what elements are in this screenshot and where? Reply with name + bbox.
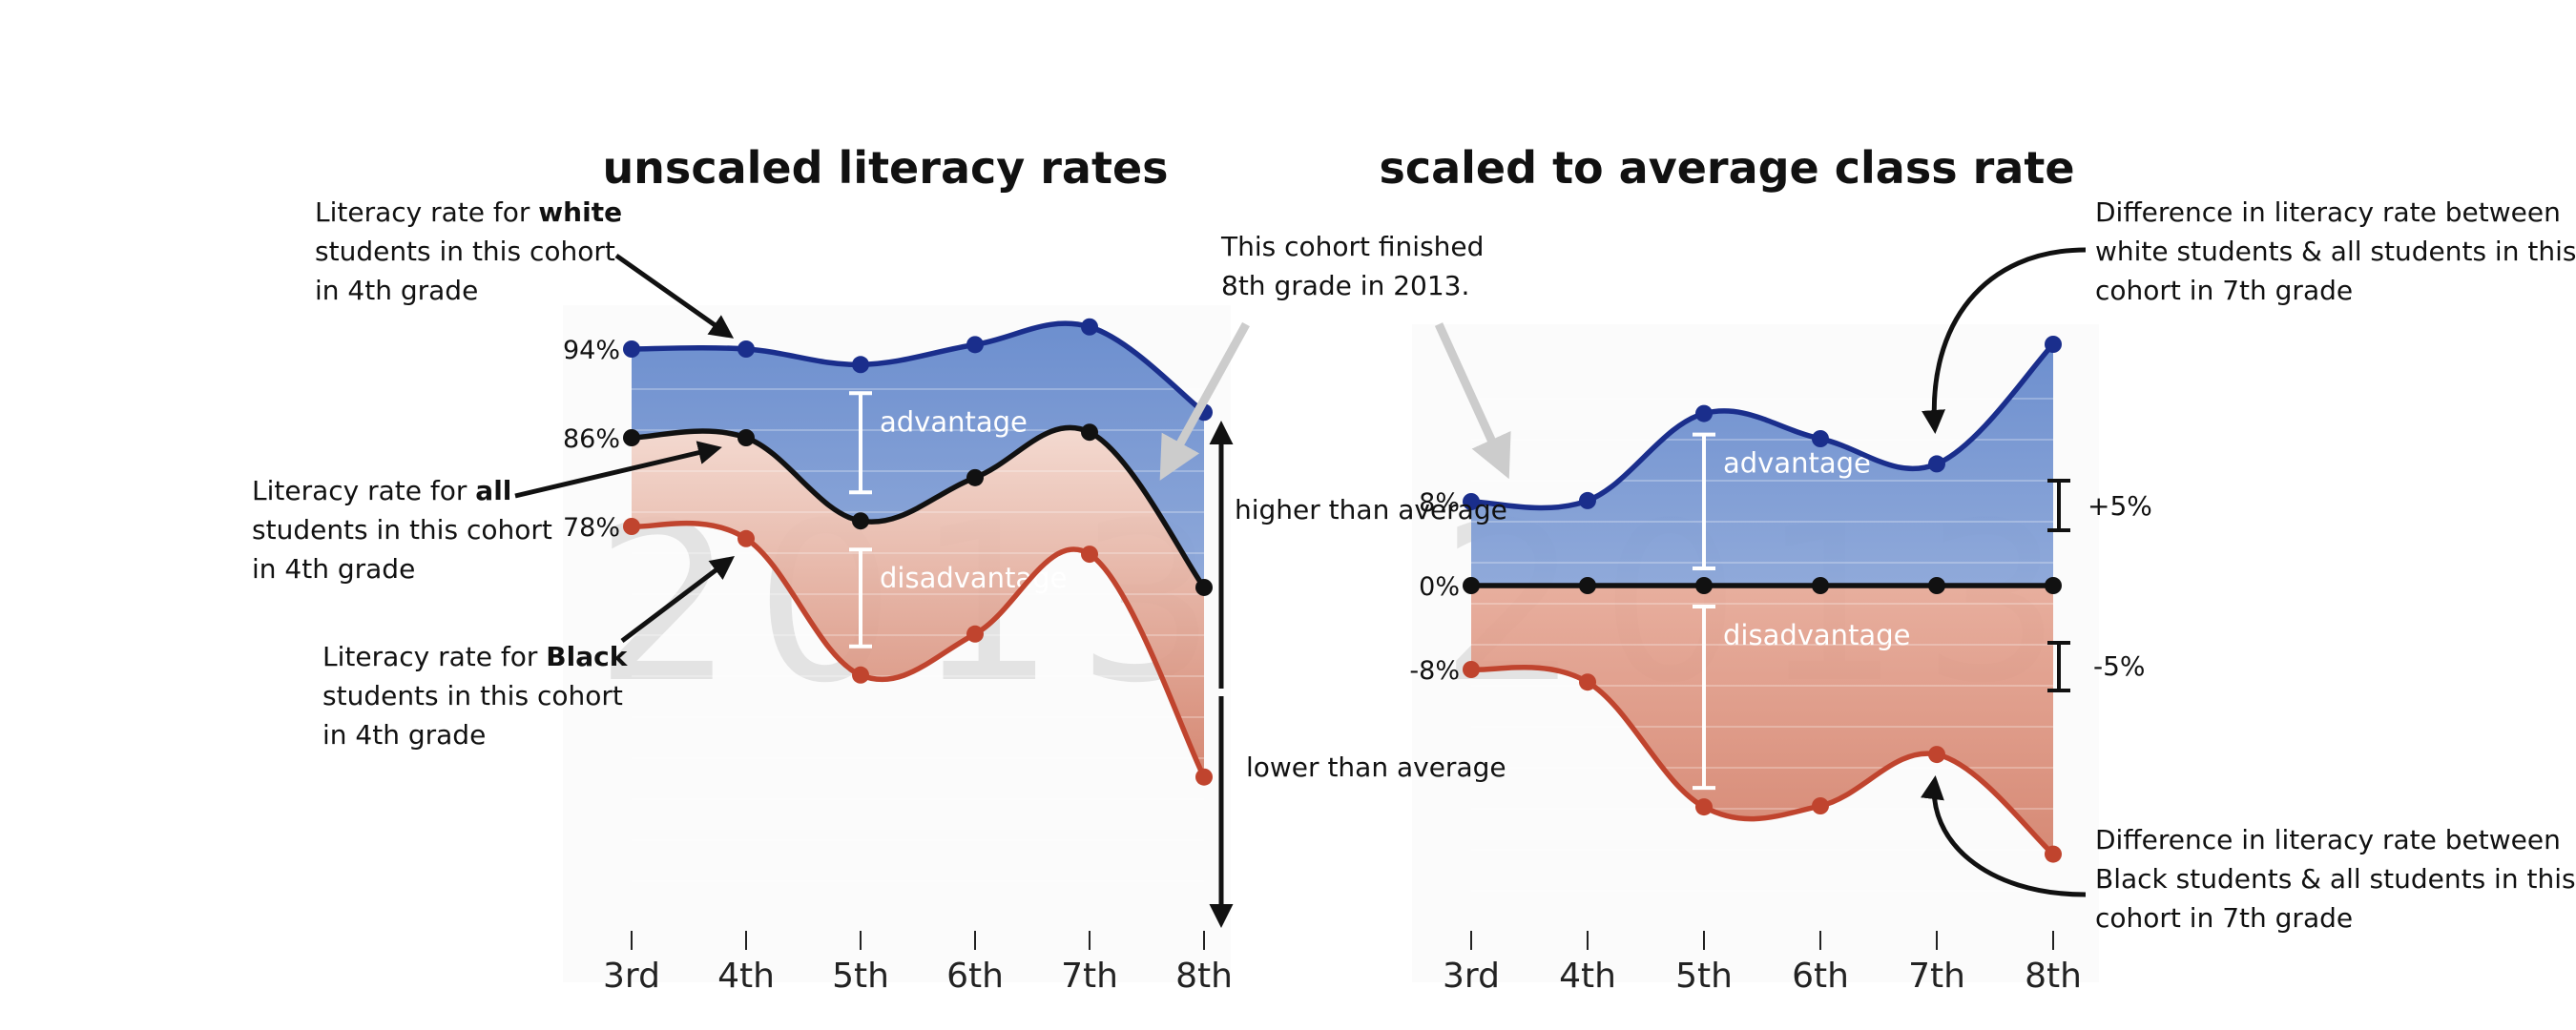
left-all-series-point: [1195, 578, 1213, 596]
right-x-tick-label: 4th: [1559, 957, 1616, 996]
plus-scale-bracket: [2047, 479, 2070, 532]
arrow-black-annotation: [620, 555, 735, 643]
right-white-series-point: [2045, 336, 2062, 353]
right-x-tick-label: 3rd: [1443, 957, 1500, 996]
right-y-tick-label: 8%: [1419, 488, 1460, 518]
annotation-white-difference: Difference in literacy rate between whit…: [2095, 196, 2576, 306]
left-black-series-point: [852, 666, 869, 684]
right-white-series-line: [1470, 342, 2055, 511]
right-black-series-point: [1463, 661, 1480, 678]
left-x-tick-label: 3rd: [603, 957, 660, 996]
left-x-tick-label: 5th: [832, 957, 889, 996]
left-white-series-point: [623, 340, 640, 358]
right-disadvantage-area: [1471, 586, 2053, 855]
left-x-tick-label: 8th: [1175, 957, 1233, 996]
right-all-series-point: [1928, 577, 1945, 594]
right-x-tick-label: 5th: [1675, 957, 1733, 996]
left-advantage-range-bar: [849, 391, 872, 495]
right-black-series-point: [1812, 797, 1829, 814]
right-chart-title: scaled to average class rate: [1379, 142, 2074, 194]
minus-scale-label: -5%: [2093, 650, 2146, 682]
annotation-white: Literacy rate for white students in this…: [315, 196, 631, 306]
left-black-series-point: [1195, 768, 1213, 786]
right-all-series-point: [1579, 577, 1596, 594]
right-all-series-point: [2045, 577, 2062, 594]
arrow-black-difference: [1921, 775, 2087, 897]
left-all-series-point: [1081, 423, 1098, 442]
left-black-series-point: [623, 518, 640, 535]
right-y-tick-label: -8%: [1409, 656, 1460, 686]
plus-scale-label: +5%: [2088, 490, 2152, 522]
right-white-series-point: [1463, 493, 1480, 510]
left-white-series-point: [966, 336, 984, 354]
annotation-cohort: This cohort finished 8th grade in 2013.: [1220, 231, 1492, 301]
right-all-series-point: [1695, 577, 1713, 594]
right-y-tick-label: 0%: [1419, 572, 1460, 602]
lower-than-average-label: lower than average: [1246, 752, 1506, 783]
right-black-series-point: [2045, 845, 2062, 863]
right-disadvantage-range-bar: [1693, 605, 1715, 791]
left-all-series-point: [966, 468, 984, 486]
left-black-series-point: [737, 529, 755, 547]
minus-scale-bracket: [2047, 641, 2070, 692]
left-all-series-point: [623, 429, 640, 446]
arrow-cohort-right: [1434, 322, 1511, 480]
left-white-series-point: [1081, 318, 1098, 336]
left-advantage-area: [632, 323, 1204, 587]
right-all-series-point: [1812, 577, 1829, 594]
right-x-tick-label: 7th: [1908, 957, 1965, 996]
left-x-tick-label: 4th: [717, 957, 775, 996]
right-white-series-point: [1928, 455, 1945, 473]
left-chart-title: unscaled literacy rates: [602, 142, 1168, 194]
left-black-series-point: [966, 625, 984, 643]
right-black-series-point: [1579, 673, 1596, 691]
left-white-series-point: [852, 356, 869, 374]
left-white-series-point: [737, 340, 755, 358]
arrow-cohort-left: [1159, 321, 1250, 481]
annotation-all: Literacy rate for all students in this c…: [252, 475, 561, 585]
left-advantage-label: advantage: [880, 405, 1028, 438]
arrow-white-annotation: [614, 253, 735, 339]
left-y-tick-label: 78%: [563, 513, 620, 543]
right-black-series-point: [1695, 798, 1713, 816]
annotation-black: Literacy rate for Black students in this…: [322, 641, 635, 751]
left-black-series-point: [1081, 546, 1098, 564]
right-disadvantage-label: disadvantage: [1723, 619, 1910, 651]
left-y-tick-label: 86%: [563, 424, 620, 454]
right-x-tick-label: 8th: [2025, 957, 2082, 996]
right-chart: 20133rd4th5th6th7th8th8%0%-8%advantagedi…: [1409, 336, 2082, 996]
left-x-tick-label: 7th: [1061, 957, 1118, 996]
right-x-tick-label: 6th: [1792, 957, 1849, 996]
arrow-all-annotation: [514, 441, 722, 499]
left-chart: 20133rd4th5th6th7th8th94%86%78%advantage…: [563, 318, 1233, 996]
left-all-series-point: [852, 512, 869, 530]
right-black-series-point: [1928, 746, 1945, 764]
right-white-series-point: [1579, 491, 1596, 509]
left-disadvantage-label: disadvantage: [880, 562, 1067, 594]
left-x-tick-label: 6th: [946, 957, 1004, 996]
right-advantage-area: [1471, 344, 2053, 586]
right-white-series-point: [1812, 430, 1829, 447]
left-all-series-point: [737, 429, 755, 446]
left-disadvantage-range-bar: [849, 547, 872, 649]
higher-than-average-label: higher than average: [1235, 494, 1507, 525]
right-white-series-point: [1695, 404, 1713, 422]
arrow-white-difference: [1922, 247, 2087, 434]
right-all-series-point: [1463, 577, 1480, 594]
left-disadvantage-area: [632, 427, 1204, 777]
right-advantage-range-bar: [1693, 432, 1715, 570]
right-advantage-label: advantage: [1723, 447, 1871, 480]
annotation-black-difference: Difference in literacy rate between Blac…: [2095, 824, 2576, 934]
left-y-tick-label: 94%: [563, 336, 620, 365]
